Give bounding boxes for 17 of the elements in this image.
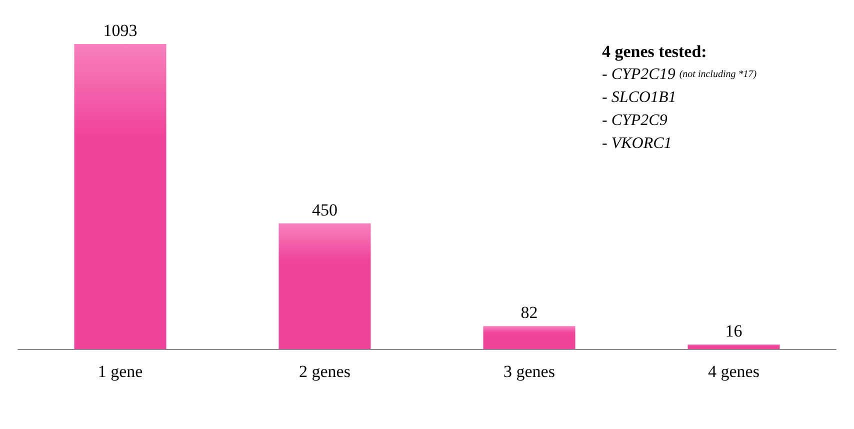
annotation: 4 genes tested: <box>602 42 707 61</box>
bar <box>483 326 576 349</box>
bar <box>278 223 371 349</box>
data-label: 16 <box>725 322 742 341</box>
annotation: - SLCO1B1 <box>602 89 676 106</box>
bar <box>688 344 780 349</box>
annotation: - CYP2C19 (not including *17) <box>602 66 758 83</box>
data-label: 82 <box>520 303 538 322</box>
annotation: - VKORC1 <box>602 135 672 152</box>
annotation: - CYP2C9 <box>602 112 668 129</box>
bar <box>74 44 166 349</box>
x-tick-label: 4 genes <box>708 362 760 381</box>
data-label: 1093 <box>103 21 138 40</box>
data-label: 450 <box>312 200 338 220</box>
x-tick-label: 1 gene <box>98 362 143 381</box>
x-tick-label: 2 genes <box>299 362 350 381</box>
x-tick-label: 3 genes <box>504 362 555 381</box>
